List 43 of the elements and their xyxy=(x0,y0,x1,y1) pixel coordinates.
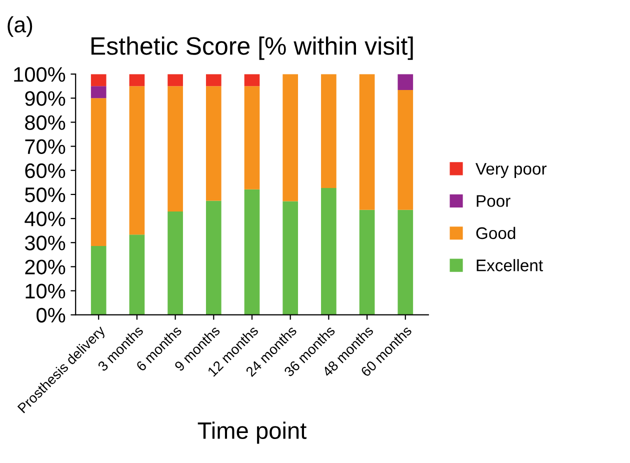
bar xyxy=(359,74,375,210)
bar xyxy=(282,201,298,315)
y-tick-label: 100% xyxy=(14,67,66,82)
y-tick-label: 30% xyxy=(24,236,66,250)
bar xyxy=(206,200,222,315)
y-tick-label: 60% xyxy=(25,163,66,178)
text: (a) xyxy=(8,16,32,37)
legend-label: Excellent xyxy=(476,259,543,272)
bar xyxy=(206,86,222,201)
y-tick-label: 40% xyxy=(24,212,66,226)
y-tick-label: 20% xyxy=(25,260,66,274)
bar xyxy=(90,98,106,246)
bar xyxy=(168,86,183,212)
bar xyxy=(244,74,260,86)
bar xyxy=(206,74,222,86)
y-tick-label: 50% xyxy=(25,187,66,202)
y-tick-label: 90% xyxy=(25,91,66,106)
bar xyxy=(90,246,106,315)
bar xyxy=(398,210,414,315)
bar xyxy=(282,74,298,202)
bar xyxy=(129,86,145,235)
bar xyxy=(129,74,145,86)
bar xyxy=(129,234,145,315)
legend-label: Good xyxy=(476,226,516,240)
bar xyxy=(244,86,260,190)
legend-label: Poor xyxy=(476,195,510,207)
legend-label: Very poor xyxy=(476,163,547,178)
y-tick-label: 80% xyxy=(25,115,66,130)
bar xyxy=(244,189,260,315)
y-tick-label: 10% xyxy=(26,284,66,299)
bar xyxy=(398,74,414,90)
bar xyxy=(90,74,106,86)
bar xyxy=(168,212,183,315)
y-tick-label: 0% xyxy=(36,308,66,323)
y-tick-label: 70% xyxy=(25,139,66,154)
bar xyxy=(321,74,336,188)
bar xyxy=(168,74,183,86)
bar xyxy=(321,188,336,315)
bar xyxy=(90,86,106,98)
chart-title: Esthetic Score [% within visit] xyxy=(92,36,413,60)
bar xyxy=(359,210,375,315)
bar xyxy=(398,90,414,210)
x-axis-title: Time point xyxy=(198,422,306,444)
